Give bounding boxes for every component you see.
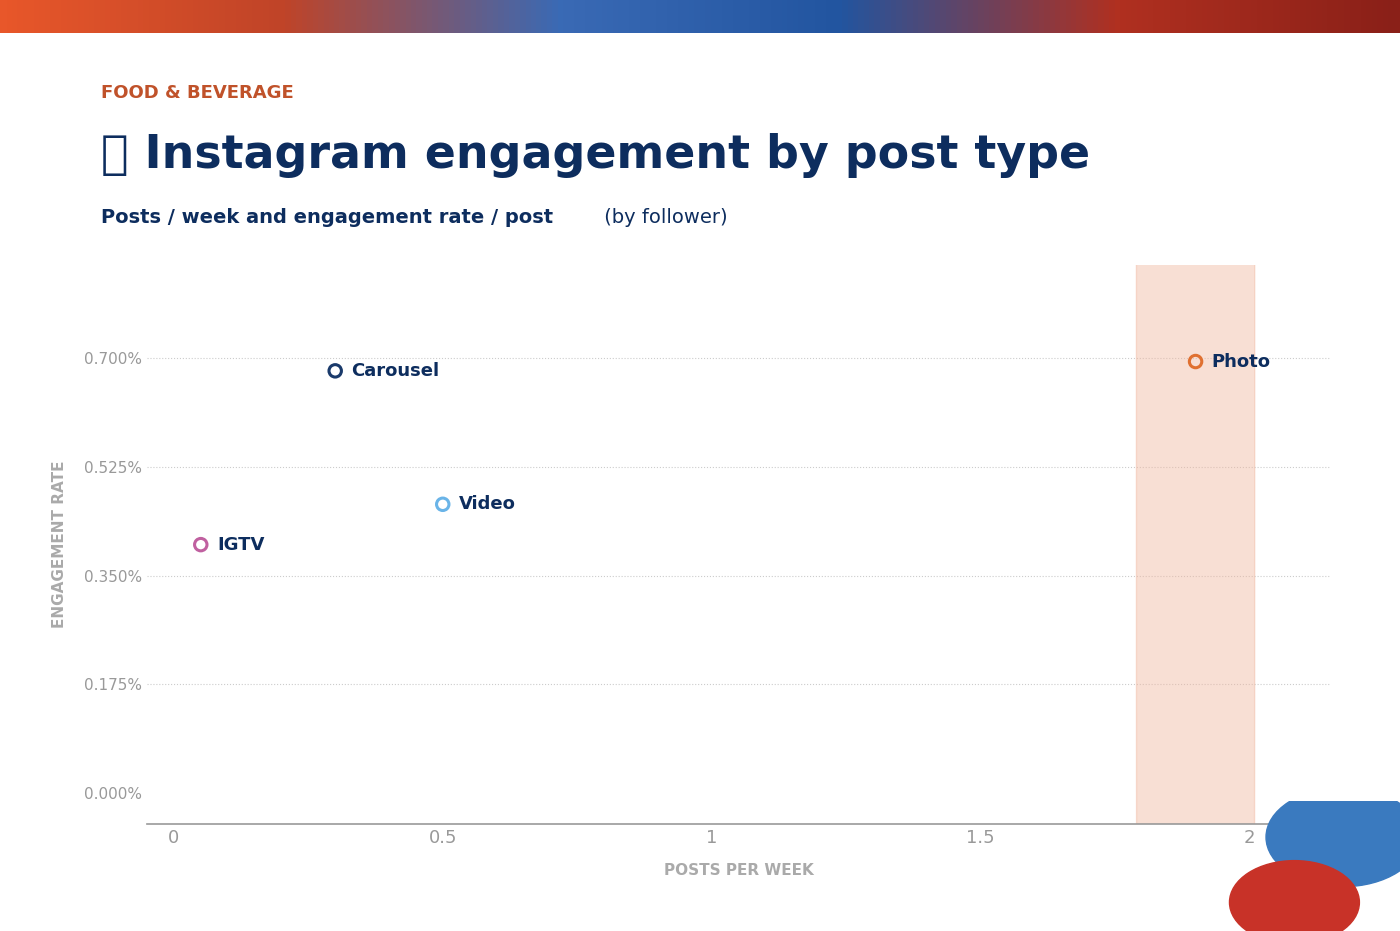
Text: Carousel: Carousel [351, 362, 440, 380]
Y-axis label: ENGAGEMENT RATE: ENGAGEMENT RATE [52, 461, 67, 628]
Text: Rival: Rival [1277, 850, 1320, 865]
Point [1184, 354, 1207, 369]
Circle shape [1266, 788, 1400, 886]
Text: IGTV: IGTV [217, 535, 265, 554]
Text: Video: Video [459, 495, 515, 513]
Text: ⓘ Instagram engagement by post type: ⓘ Instagram engagement by post type [101, 132, 1091, 178]
Point [189, 537, 211, 552]
Text: FOOD & BEVERAGE: FOOD & BEVERAGE [101, 84, 294, 101]
X-axis label: POSTS PER WEEK: POSTS PER WEEK [664, 863, 813, 879]
Text: Photo: Photo [1211, 353, 1271, 371]
Text: Posts / week and engagement rate / post: Posts / week and engagement rate / post [101, 209, 553, 227]
Point [323, 363, 346, 378]
Circle shape [1229, 860, 1359, 931]
Circle shape [1137, 0, 1254, 931]
Text: (by follower): (by follower) [598, 209, 728, 227]
Point [431, 497, 454, 512]
Text: IQ: IQ [1280, 878, 1317, 907]
